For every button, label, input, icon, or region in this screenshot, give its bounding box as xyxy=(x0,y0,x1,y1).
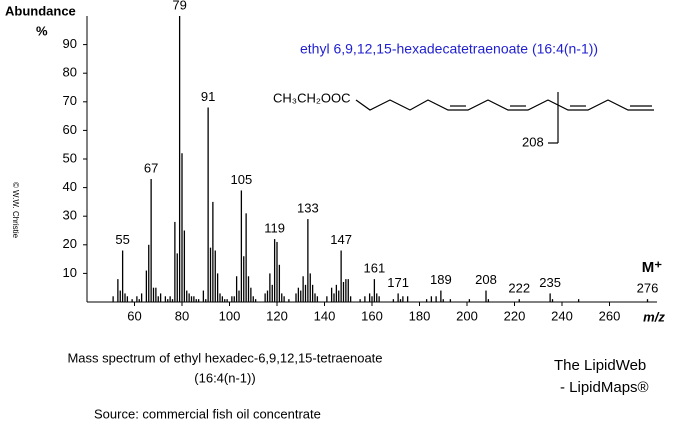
x-tick-label: 120 xyxy=(266,308,288,323)
peak-label: 133 xyxy=(297,200,319,215)
y-tick-label: 50 xyxy=(63,150,77,165)
copyright: © W.W. Christie xyxy=(11,182,20,239)
fragment-label: 208 xyxy=(522,134,544,149)
caption: (16:4(n-1)) xyxy=(194,370,255,385)
x-tick-label: 220 xyxy=(504,308,526,323)
x-tick-label: 160 xyxy=(361,308,383,323)
peak-label: 119 xyxy=(264,221,285,236)
structure xyxy=(355,92,654,144)
peak-label: 147 xyxy=(330,232,352,247)
x-tick-label: 200 xyxy=(456,308,478,323)
credit: - LipidMaps® xyxy=(560,379,649,396)
molecular-ion-label: M⁺ xyxy=(642,259,662,276)
x-tick-label: 240 xyxy=(551,308,573,323)
y-tick-label: 90 xyxy=(63,36,77,51)
credit: The LipidWeb xyxy=(554,357,646,374)
x-tick-label: 260 xyxy=(599,308,621,323)
peak-label: 208 xyxy=(475,272,497,287)
y-tick-label: 70 xyxy=(63,93,77,108)
chart-title: ethyl 6,9,12,15-hexadecatetraenoate (16:… xyxy=(300,41,598,57)
x-tick-label: 100 xyxy=(219,308,241,323)
y-axis-label: Abundance xyxy=(5,3,76,18)
x-tick-label: 80 xyxy=(175,308,189,323)
x-tick-label: 180 xyxy=(409,308,431,323)
peak-label: 91 xyxy=(201,89,215,104)
x-axis-label: m/z xyxy=(643,309,665,324)
caption: Mass spectrum of ethyl hexadec-6,9,12,15… xyxy=(67,350,382,365)
structure-formula: CH₃CH₂OOC xyxy=(273,90,351,105)
y-tick-label: 40 xyxy=(63,179,77,194)
peak-label: 79 xyxy=(172,0,186,12)
peak-label: 161 xyxy=(364,261,386,276)
y-tick-label: 80 xyxy=(63,65,77,80)
y-tick-label: 60 xyxy=(63,122,77,137)
x-tick-label: 60 xyxy=(127,308,141,323)
peak-label: 67 xyxy=(144,160,158,175)
peak-label: 55 xyxy=(115,232,129,247)
peak-label: 189 xyxy=(430,272,452,287)
y-tick-label: 10 xyxy=(63,265,77,280)
peak-label: 171 xyxy=(387,275,409,290)
peak-label: 235 xyxy=(539,275,561,290)
source: Source: commercial fish oil concentrate xyxy=(94,406,321,421)
y-axis-unit: % xyxy=(36,23,48,38)
peak-label: 222 xyxy=(508,281,530,296)
x-tick-label: 140 xyxy=(314,308,336,323)
y-tick-label: 20 xyxy=(63,236,77,251)
y-tick-label: 30 xyxy=(63,208,77,223)
peak-label: 276 xyxy=(637,281,659,296)
peak-label: 105 xyxy=(231,172,253,187)
